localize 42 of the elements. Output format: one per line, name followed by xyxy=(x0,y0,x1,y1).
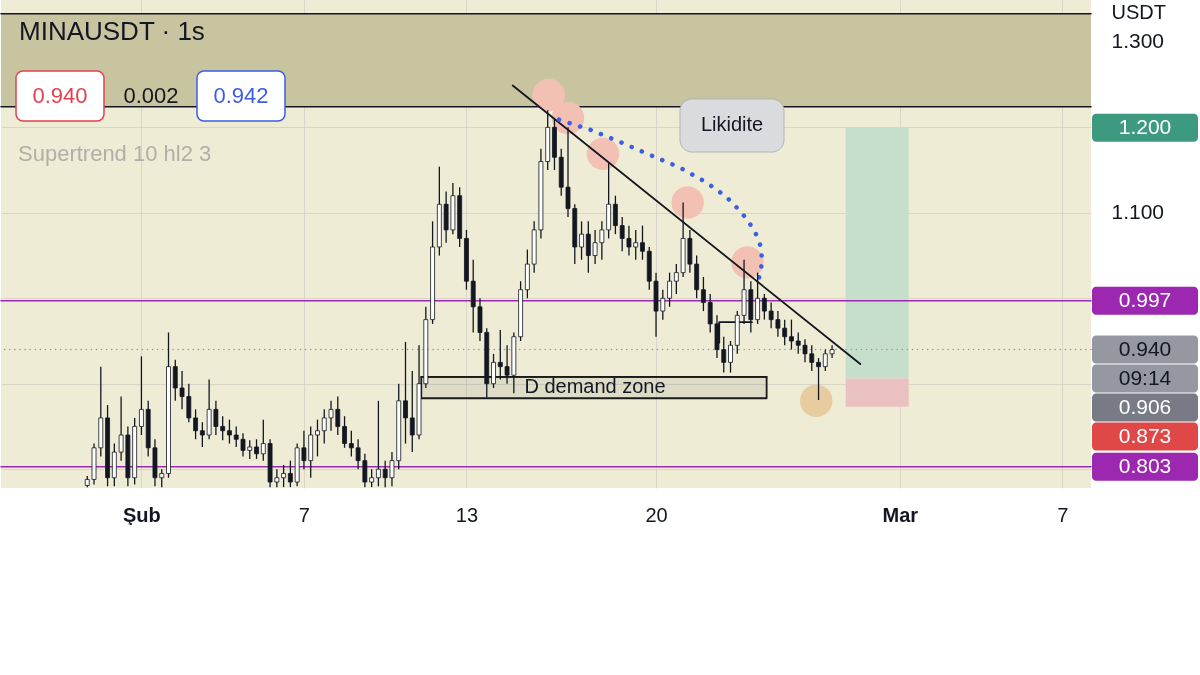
candlestick xyxy=(667,271,672,308)
x-tick-label: 20 xyxy=(645,503,668,526)
ref-line-label: 0.803 xyxy=(1118,453,1172,477)
candlestick xyxy=(701,276,706,312)
candlestick xyxy=(728,340,733,374)
text: 0.873 xyxy=(1118,423,1172,447)
text: 0.906 xyxy=(1118,394,1172,418)
annotation: 0.940 xyxy=(32,83,88,108)
annotation: Supertrend 10 hl2 3 xyxy=(18,141,212,166)
y-tick-label: 1.300 xyxy=(1111,29,1165,53)
text: 1.200 xyxy=(1118,114,1172,138)
candlestick xyxy=(613,195,618,235)
candlestick xyxy=(227,418,232,445)
candlestick xyxy=(579,220,584,261)
x-tick-label: 7 xyxy=(1057,503,1069,526)
candlestick xyxy=(254,438,259,460)
candlestick xyxy=(640,224,645,261)
x-tick-label: Şub xyxy=(123,503,161,526)
candlestick xyxy=(193,408,198,440)
candlestick xyxy=(315,418,320,458)
y-tick-label: 1.100 xyxy=(1111,200,1165,224)
text: MINAUSDT · 1s xyxy=(19,16,205,46)
annotation: Likidite xyxy=(700,113,764,135)
candlestick xyxy=(755,271,760,325)
x-tick-label: 7 xyxy=(298,503,310,526)
candlestick xyxy=(281,464,287,488)
candlestick xyxy=(403,341,408,445)
candlestick xyxy=(342,415,347,449)
annotation: 0.942 xyxy=(213,83,269,108)
candlestick xyxy=(376,400,381,487)
annotation: D demand zone xyxy=(524,375,666,397)
y-axis-title: USDT xyxy=(1111,0,1166,23)
candlestick xyxy=(139,355,144,436)
x-tick-label: Mar xyxy=(882,503,919,526)
text: 09:14 xyxy=(1118,365,1172,389)
candlestick xyxy=(287,460,293,488)
annotation: 0.002 xyxy=(123,83,179,108)
ref-line-label: 0.997 xyxy=(1118,287,1172,311)
candlestick xyxy=(789,318,794,351)
candlestick xyxy=(816,357,821,401)
ref-line-label: 0.940 xyxy=(1118,336,1172,360)
x-tick-label: 13 xyxy=(455,503,479,526)
